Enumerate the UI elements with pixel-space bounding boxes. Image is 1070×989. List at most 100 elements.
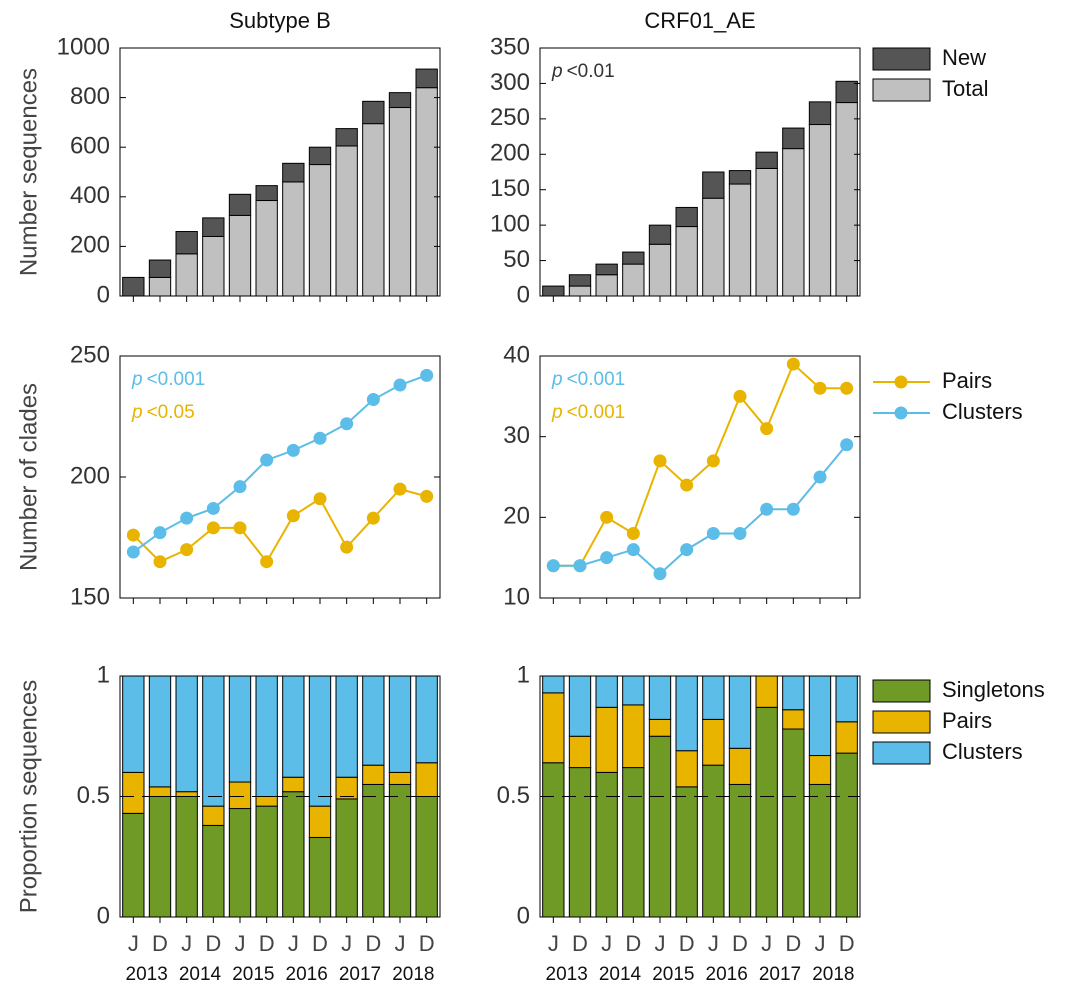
bar-segment [755,675,778,708]
x-tick-label: D [679,931,695,956]
x-group-label: 2018 [812,964,854,985]
y-tick-label: 0.5 [77,782,110,809]
bar-segment [808,755,832,785]
bar-segment [595,274,618,297]
point [153,526,167,540]
point [206,501,220,515]
bar-segment [255,796,278,807]
x-group-label: 2017 [759,964,801,985]
x-group-label: 2016 [286,964,328,985]
point [126,545,140,559]
bar-segment [542,692,565,764]
bar-segment [362,675,385,766]
line [132,487,427,564]
point [760,502,774,516]
bar-segment [648,718,672,737]
bar-segment [362,100,385,125]
line [553,444,848,576]
bar-segment [335,145,358,297]
point [706,526,720,540]
point [733,389,747,403]
y-tick-label: 30 [503,422,530,449]
bar-segment [228,808,252,918]
bar-segment [282,791,305,918]
point [393,378,407,392]
point [653,454,667,468]
y-tick-label: 200 [70,462,110,489]
bar-segment [202,805,225,826]
point [420,489,434,503]
y-tick-label: 200 [70,232,110,259]
y-axis-label: Proportion sequences [15,680,42,913]
bar-segment [728,675,752,749]
point [653,567,667,581]
x-tick-label: D [419,931,435,956]
point [180,543,194,557]
legend-label: New [942,45,986,70]
annotation-text: <0.001 [567,369,626,390]
bar-segment [335,776,358,800]
bar-segment [702,197,725,297]
point [546,559,560,573]
bar-segment [728,747,752,785]
bar-segment [835,80,858,104]
bar-segment [175,675,198,793]
point [340,540,354,554]
x-tick-label: J [708,931,719,956]
bar-segment [568,675,592,737]
bar-segment [622,767,645,918]
annotation-italic: p [551,369,563,390]
bar-segment [388,771,412,785]
bar-segment [255,185,278,202]
legend-label: Clusters [942,739,1023,764]
y-tick-label: 150 [490,175,530,202]
legend-swatch [872,679,931,703]
bar-segment [415,762,438,798]
bar-segment [622,251,645,265]
x-tick-label: J [395,931,406,956]
point [706,454,720,468]
point [813,381,827,395]
bar-segment [648,243,672,297]
bar-segment [702,718,725,766]
x-group-label: 2015 [232,964,274,985]
bar-segment [648,224,672,245]
bar-segment [282,181,305,297]
annotation-italic: p [551,402,563,423]
bar-segment [388,783,412,918]
y-tick-label: 250 [490,104,530,131]
annotation-text: <0.001 [147,369,206,390]
y-tick-label: 300 [490,69,530,96]
x-tick-label: J [761,931,772,956]
x-tick-label: D [259,931,275,956]
bar-segment [782,675,805,711]
point [233,521,247,535]
bar-segment [308,836,332,918]
line [553,362,847,567]
bar-segment [308,805,332,838]
x-tick-label: J [181,931,192,956]
panel-title: CRF01_AE [644,8,755,33]
bar-segment [568,285,592,297]
y-tick-label: 250 [70,341,110,368]
point [286,443,300,457]
bar-segment [835,752,858,918]
legend-label: Singletons [942,677,1045,702]
bar-segment [148,786,172,797]
bar-segment [122,276,145,297]
bar-segment [228,214,252,297]
legend-label: Pairs [942,708,992,733]
y-tick-label: 100 [490,210,530,237]
bar-segment [175,796,198,918]
bar-segment [335,798,358,918]
bar-segment [808,101,832,126]
y-tick-label: 1 [517,661,530,688]
x-tick-label: J [548,931,559,956]
bar-segment [228,193,252,216]
bar-segment [808,124,832,297]
point [626,543,640,557]
y-tick-label: 400 [70,182,110,209]
point [600,551,614,565]
bar-segment [308,164,332,297]
